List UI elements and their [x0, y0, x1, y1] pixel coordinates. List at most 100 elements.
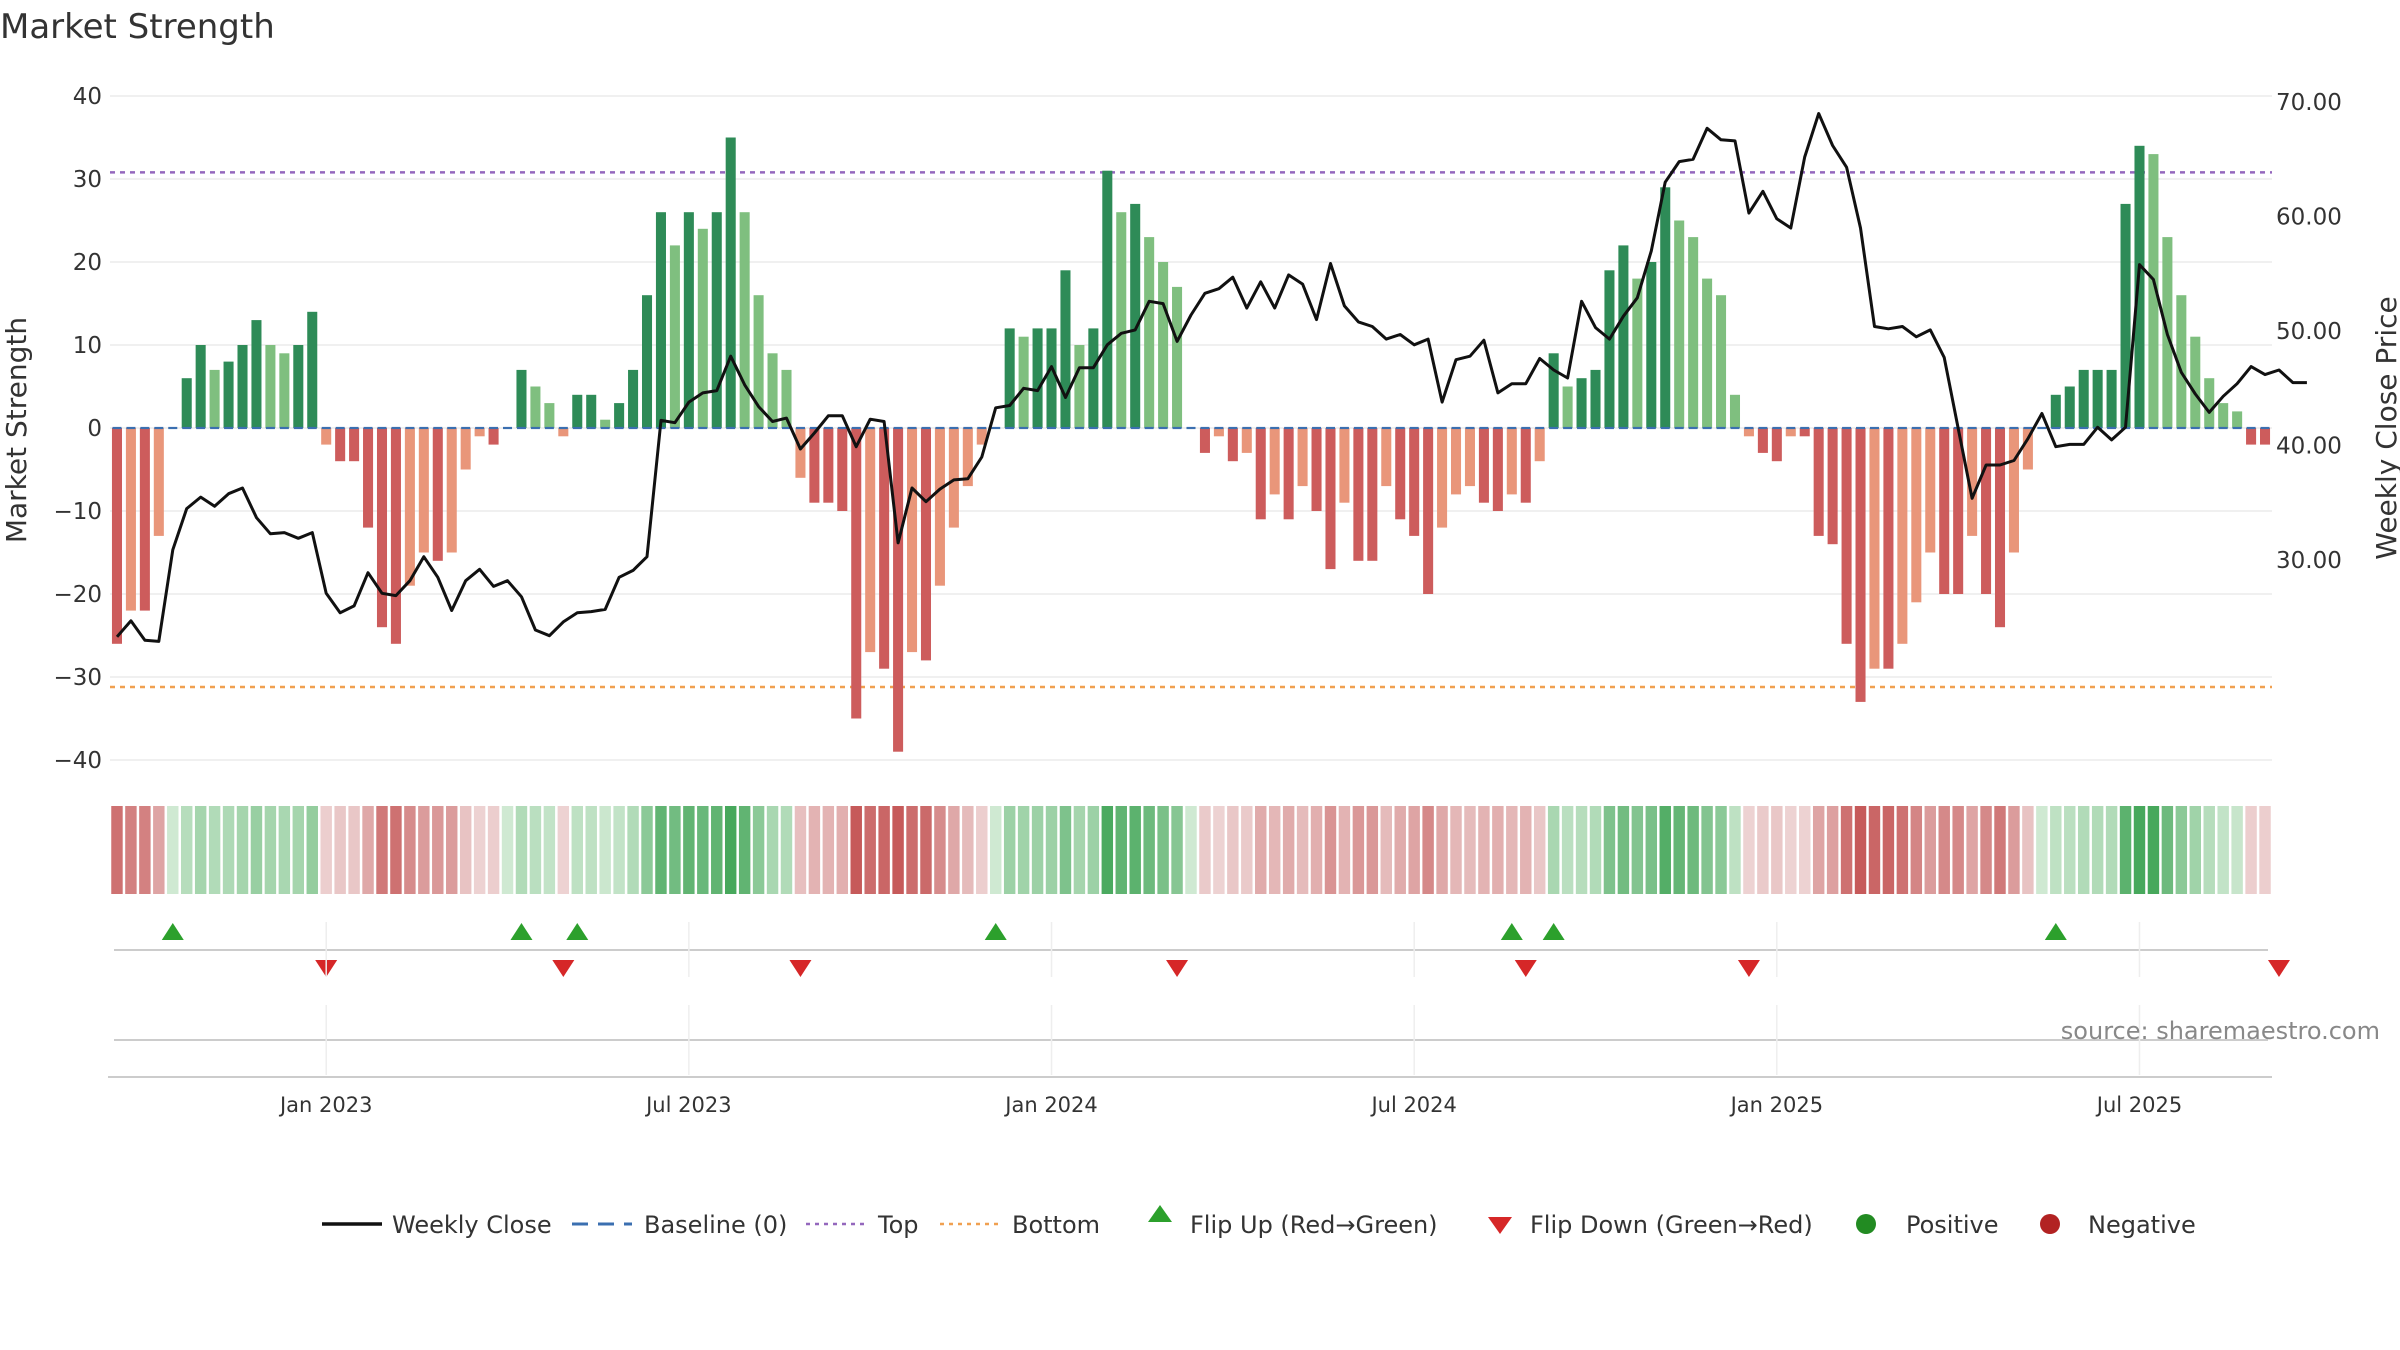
- strength-bar: [1534, 428, 1545, 462]
- strength-bar: [1813, 428, 1824, 536]
- strength-bar: [586, 394, 597, 428]
- strength-bar: [223, 361, 234, 428]
- strength-bar: [1046, 328, 1057, 428]
- heat-cell: [2022, 806, 2034, 894]
- heat-cell: [1045, 806, 1058, 894]
- strength-bar: [1757, 428, 1768, 453]
- strength-bars: [111, 137, 2271, 752]
- strength-bar: [390, 428, 401, 644]
- heat-cell: [1701, 806, 1713, 894]
- strength-bar: [181, 378, 192, 428]
- heat-cell: [1561, 806, 1574, 894]
- heat-cell: [1394, 806, 1406, 894]
- strength-bar: [209, 369, 220, 428]
- strength-bar: [1799, 428, 1810, 437]
- heat-cell: [1952, 806, 1964, 894]
- heat-cell: [1213, 806, 1225, 894]
- left-tick-label: 40: [73, 84, 102, 110]
- heat-cell: [459, 806, 472, 894]
- flip-up-marker: [984, 923, 1007, 940]
- strength-bar: [907, 428, 918, 653]
- heat-cell: [1910, 806, 1923, 894]
- heat-cell: [571, 806, 583, 894]
- heat-cell: [976, 806, 988, 894]
- strength-bar: [404, 428, 415, 586]
- strength-bar: [1869, 428, 1880, 669]
- strength-bar: [1729, 394, 1741, 428]
- right-axis-label: Weekly Close Price: [2370, 296, 2400, 559]
- strength-bar: [837, 428, 848, 511]
- strength-bar: [1925, 428, 1936, 553]
- strength-bar: [2260, 428, 2271, 445]
- strength-bar: [572, 394, 583, 428]
- heat-cell: [906, 806, 918, 894]
- heat-cell: [808, 806, 821, 894]
- legend-label: Weekly Close: [392, 1211, 552, 1239]
- x-tick-label: Jan 2024: [1003, 1093, 1098, 1117]
- heat-cell: [864, 806, 876, 894]
- strength-bar: [1771, 428, 1782, 462]
- legend-swatch-positive: [1856, 1214, 1876, 1234]
- left-tick-label: −20: [53, 582, 102, 608]
- strength-bar: [1395, 428, 1406, 520]
- strength-bar: [767, 353, 778, 428]
- strength-bar: [1827, 428, 1838, 545]
- weekly-close-line-group: [115, 112, 2307, 643]
- heat-cell: [1631, 806, 1644, 894]
- strength-bar: [293, 345, 304, 428]
- heat-cell: [850, 806, 862, 894]
- heat-cell: [348, 806, 360, 894]
- heat-cell: [1896, 806, 1909, 894]
- heat-cell: [1645, 806, 1658, 894]
- legend-label: Flip Down (Green→Red): [1530, 1211, 1813, 1239]
- heat-cell: [194, 806, 207, 894]
- heat-cell: [180, 806, 193, 894]
- strength-bar: [753, 295, 764, 428]
- x-tick-label: Jul 2024: [1369, 1093, 1456, 1117]
- flip-down-marker: [1514, 960, 1537, 977]
- strength-bar: [1381, 428, 1392, 487]
- heat-cell: [585, 806, 597, 894]
- flip-down-marker: [552, 960, 575, 977]
- heat-cell: [2245, 806, 2257, 894]
- strength-bar: [1576, 378, 1587, 428]
- heat-cell: [543, 806, 556, 894]
- strength-bar: [628, 369, 639, 428]
- strength-bar: [516, 369, 527, 428]
- legend-label: Baseline (0): [644, 1211, 787, 1239]
- strength-bar: [1325, 428, 1336, 570]
- strength-bar: [1032, 328, 1043, 428]
- chart-title: Market Strength: [0, 7, 275, 47]
- flip-up-marker: [566, 923, 589, 940]
- strength-bar: [1646, 262, 1657, 428]
- heat-cell: [1352, 806, 1365, 894]
- strength-bar: [558, 428, 569, 437]
- strength-bar: [1702, 278, 1713, 428]
- heat-cell: [2259, 806, 2271, 894]
- heat-cell: [404, 806, 416, 894]
- left-tick-label: −30: [53, 665, 102, 691]
- heat-cell: [264, 806, 277, 894]
- strength-bar: [1130, 203, 1141, 428]
- strength-bar: [865, 428, 876, 653]
- heat-cell: [487, 806, 500, 894]
- right-tick-label: 40.00: [2276, 434, 2342, 460]
- heat-cell: [557, 806, 570, 894]
- heat-cell: [501, 806, 514, 894]
- heat-cell: [515, 806, 528, 894]
- heat-cell: [292, 806, 305, 894]
- heat-cell: [1882, 806, 1895, 894]
- strength-bar: [1088, 328, 1099, 428]
- legend-swatch-flip-down: [1488, 1217, 1512, 1234]
- heat-cell: [1255, 806, 1267, 894]
- heat-cell: [1729, 806, 1741, 894]
- heat-cell: [1087, 806, 1100, 894]
- strength-bar: [669, 245, 680, 428]
- threshold-lines: [110, 171, 2272, 689]
- heat-cell: [1115, 806, 1127, 894]
- strength-bar: [1688, 237, 1699, 428]
- strength-bar: [1939, 428, 1950, 594]
- strength-bar: [2092, 369, 2103, 428]
- flip-down-marker: [789, 960, 812, 977]
- strength-bar: [683, 212, 694, 428]
